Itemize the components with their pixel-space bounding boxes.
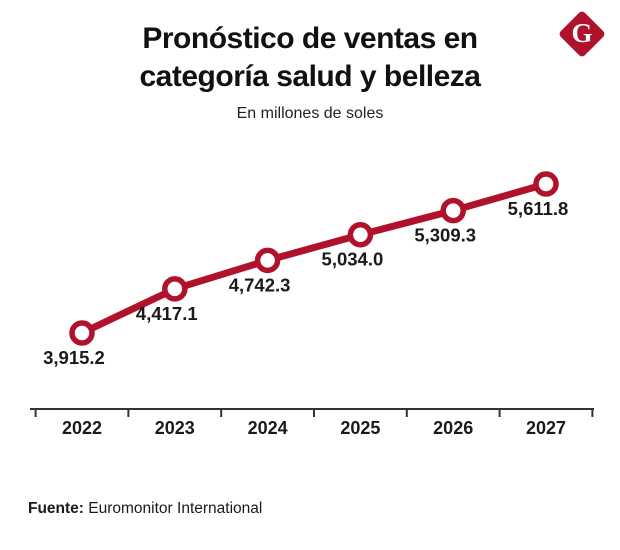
data-point-label: 5,611.8 [508, 198, 569, 219]
line-chart: 3,915.2 2022 4,417.1 2023 4,742.3 2024 5,034.0… [30, 171, 594, 438]
data-point-label: 5,309.3 [414, 225, 476, 246]
chart-title: Pronóstico de ventas en categoría salud … [60, 20, 560, 96]
gestion-logo: G [557, 9, 607, 59]
x-axis-label: 2022 [62, 418, 102, 438]
data-point [254, 247, 281, 274]
data-point-label: 5,034.0 [322, 249, 384, 270]
data-point-label: 4,742.3 [229, 274, 291, 295]
logo-letter: G [571, 17, 593, 48]
chart-title-line1: Pronóstico de ventas en [142, 22, 478, 55]
data-point [69, 320, 95, 346]
x-axis-label: 2023 [155, 418, 195, 438]
x-axis-label: 2027 [526, 418, 566, 438]
chart-area: 3,915.2 2022 4,417.1 2023 4,742.3 2024 5,034.0… [0, 133, 620, 443]
source-label: Fuente: [28, 500, 84, 517]
data-point-label: 4,417.1 [136, 303, 198, 324]
chart-title-line2: categoría salud y belleza [139, 60, 481, 93]
data-point-label: 3,915.2 [43, 347, 105, 368]
trend-line [78, 180, 550, 337]
data-point [347, 221, 374, 248]
chart-subtitle: En millones de soles [236, 105, 384, 122]
x-axis-label: 2025 [340, 418, 380, 438]
source-value: Euromonitor International [88, 500, 263, 517]
x-axis-label: 2026 [433, 418, 473, 438]
data-point [440, 197, 466, 224]
data-point [533, 171, 559, 197]
source-note: Fuente: Euromonitor International [28, 500, 262, 518]
x-axis-label: 2024 [248, 418, 288, 438]
data-point [162, 276, 188, 302]
